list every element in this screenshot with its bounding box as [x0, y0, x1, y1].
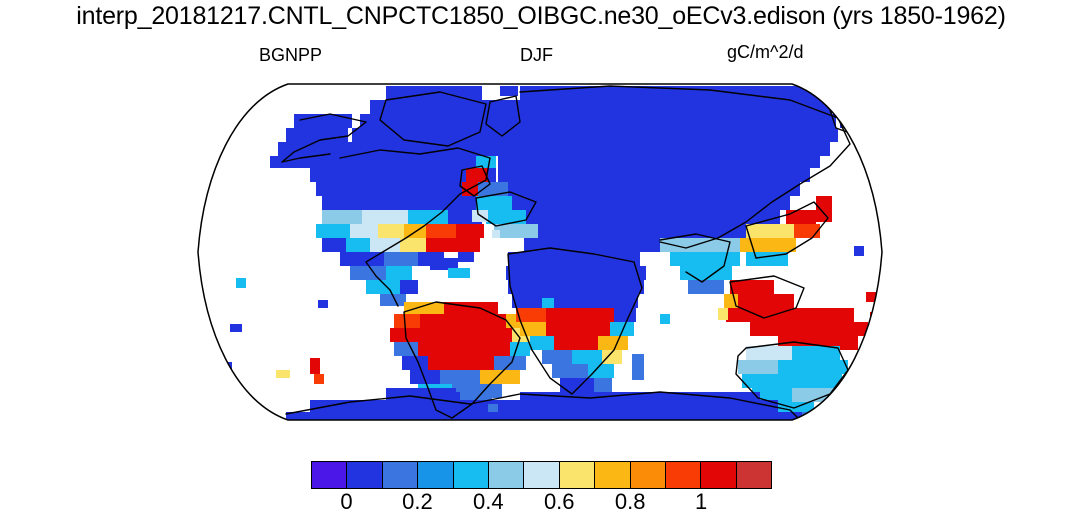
figure-title: interp_20181217.CNTL_CNPCTC1850_OIBGC.ne… [76, 2, 1006, 30]
units-label: gC/m^2/d [727, 42, 804, 62]
region-north-america-midlat [316, 210, 484, 306]
colorbar-cell-1[interactable] [347, 462, 383, 488]
variable-label: BGNPP [259, 45, 323, 65]
colorbar-cell-3[interactable] [418, 462, 454, 488]
world-map-plot [190, 62, 890, 442]
colorbar-cells[interactable] [311, 461, 772, 489]
colorbar-cell-5[interactable] [488, 462, 525, 488]
colorbar-tick-1: 1 [694, 489, 708, 514]
colorbar-cell-10[interactable] [665, 462, 702, 488]
colorbar-cell-9[interactable] [630, 462, 666, 488]
map-boundary [197, 83, 883, 421]
map-data-raster [198, 84, 882, 420]
region-australia [738, 346, 880, 420]
colorbar-cell-4[interactable] [453, 462, 489, 488]
colorbar-tick-0.8: 0.8 [614, 489, 646, 514]
region-asia [660, 196, 868, 350]
season-label: DJF [520, 45, 553, 65]
colorbar-tick-0.4: 0.4 [473, 489, 504, 514]
colorbar-tick-0.2: 0.2 [402, 489, 433, 514]
colorbar-cell-12[interactable] [736, 462, 772, 488]
colorbar-cell-0[interactable] [312, 462, 348, 488]
colorbar-cell-11[interactable] [701, 462, 737, 488]
colorbar-cell-6[interactable] [524, 462, 560, 488]
region-europe [462, 156, 538, 238]
region-northern-landmass [270, 86, 876, 252]
colorbar-cell-8[interactable] [595, 462, 631, 488]
region-antarctica [286, 388, 802, 420]
colorbar-tick-0.6: 0.6 [543, 489, 575, 514]
map-svg [197, 83, 883, 421]
colorbar-tick-labels: 0 0.2 0.4 0.6 0.8 1 [311, 489, 772, 519]
colorbar-tick-0: 0 [340, 489, 353, 514]
colorbar-cell-2[interactable] [382, 462, 419, 488]
coastline-overlay [281, 85, 881, 420]
colorbar-cell-7[interactable] [559, 462, 596, 488]
colorbar[interactable] [311, 461, 772, 489]
